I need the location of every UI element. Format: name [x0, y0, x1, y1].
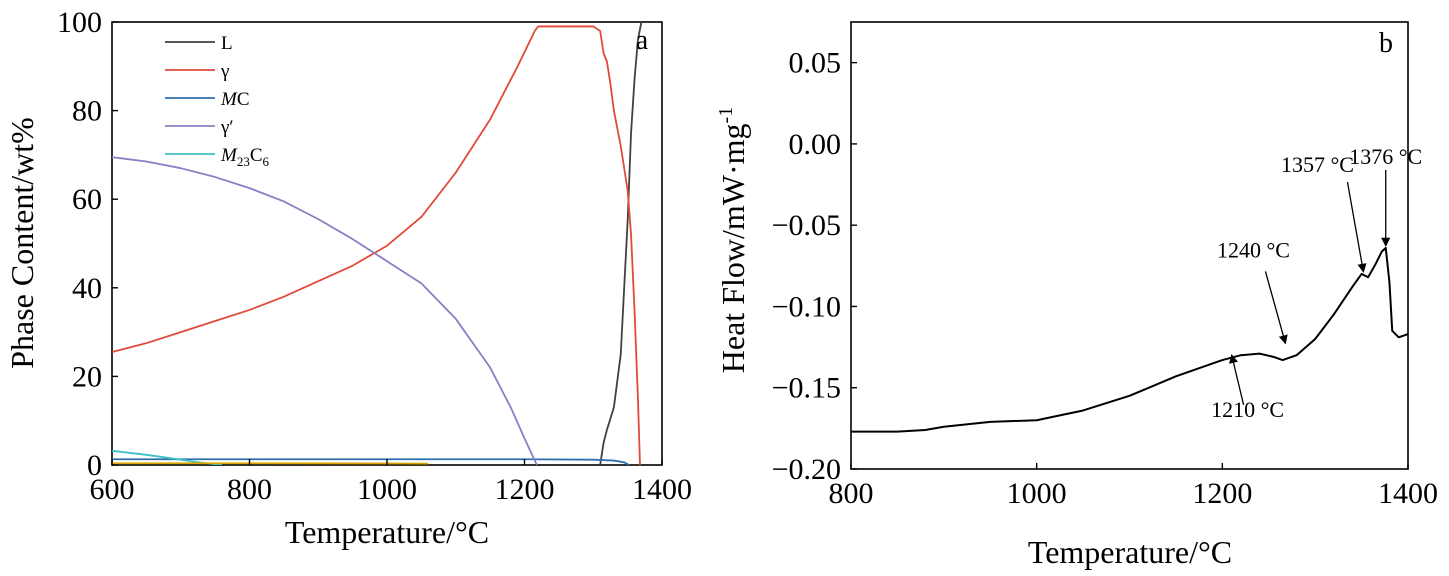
- y-axis-label-b-text: Heat Flow/mW·mg: [715, 123, 751, 373]
- y-tick-label: 0.05: [789, 47, 842, 80]
- legend-text: L: [221, 33, 233, 54]
- legend-italic: M: [220, 145, 238, 166]
- y-tick-label: −0.10: [772, 290, 841, 323]
- x-tick-label: 1000: [1007, 477, 1067, 510]
- legend-label-L: L: [221, 33, 233, 54]
- annotation-label: 1240 °C: [1217, 237, 1290, 262]
- y-tick-label: −0.15: [772, 372, 841, 405]
- panel-label-b: b: [1379, 28, 1393, 59]
- legend-base: C: [250, 145, 263, 166]
- y-axis-label-b-sup: -1: [715, 107, 737, 124]
- x-tick-label: 600: [90, 473, 135, 506]
- y-tick-label: 100: [57, 6, 102, 39]
- legend-text: γ′: [220, 117, 234, 138]
- x-axis-label-a: Temperature/°C: [285, 514, 489, 550]
- series-line-dsc: [851, 246, 1408, 433]
- legend-italic: M: [220, 89, 238, 110]
- x-tick-label: 1200: [495, 473, 555, 506]
- annotation-label: 1376 °C: [1349, 144, 1422, 169]
- panel-label-a: a: [636, 25, 649, 56]
- x-tick-label: 800: [829, 477, 874, 510]
- chart-panel-b: 800 1000 1200 1400 −0.20 −0.15 −0.10 −0.05 0.00 0…: [715, 21, 1438, 570]
- legend-subscript: 23: [237, 154, 250, 169]
- y-tick-label: 40: [72, 272, 102, 305]
- y-tick-label: 0: [87, 449, 102, 482]
- ticks-b: 800 1000 1200 1400 −0.20 −0.15 −0.10 −0.05 0.00 0…: [772, 47, 1438, 510]
- series-line-gprime: [112, 156, 538, 465]
- x-tick-label: 1400: [1378, 477, 1438, 510]
- annotation-arrow: [1229, 353, 1245, 405]
- y-tick-label: −0.05: [772, 209, 841, 242]
- ticks-a: 600 800 1000 1200 1400 0 20 40 60 80 100: [57, 6, 692, 506]
- y-axis-label-b: Heat Flow/mW·mg-1: [715, 107, 751, 373]
- y-tick-label: 60: [72, 183, 102, 216]
- plot-area-a: [112, 22, 643, 465]
- x-axis-label-b: Temperature/°C: [1028, 534, 1232, 570]
- annotation-label: 1210 °C: [1211, 397, 1284, 422]
- y-axis-label-a: Phase Content/wt%: [4, 117, 40, 369]
- y-tick-label: 20: [72, 360, 102, 393]
- legend-label-gamma: γ: [220, 61, 229, 82]
- legend-subscript: 6: [263, 154, 270, 169]
- y-tick-label: 80: [72, 95, 102, 128]
- plot-frame-b: [850, 21, 1409, 470]
- legend-text: γ: [220, 61, 229, 82]
- series-line-mc: [112, 458, 630, 465]
- y-tick-label: −0.20: [772, 453, 841, 486]
- annotation-label: 1357 °C: [1281, 152, 1354, 177]
- legend-label-gprime: γ′: [220, 117, 234, 138]
- annotation-arrow: [1264, 271, 1288, 345]
- legend-label-mc: MC: [220, 89, 250, 110]
- annotation-arrow: [1346, 181, 1367, 273]
- series-line-L: [599, 22, 643, 465]
- plot-frame-a: [111, 21, 663, 466]
- y-tick-label: 0.00: [789, 128, 842, 161]
- legend-text: C: [237, 89, 250, 110]
- legend-label-m23c6: M23C6: [220, 145, 270, 169]
- x-tick-label: 1400: [632, 473, 692, 506]
- x-tick-label: 800: [227, 473, 272, 506]
- x-tick-label: 1200: [1192, 477, 1252, 510]
- series-line-gamma: [112, 25, 641, 465]
- x-tick-label: 1000: [357, 473, 417, 506]
- plot-area-b: [851, 246, 1408, 433]
